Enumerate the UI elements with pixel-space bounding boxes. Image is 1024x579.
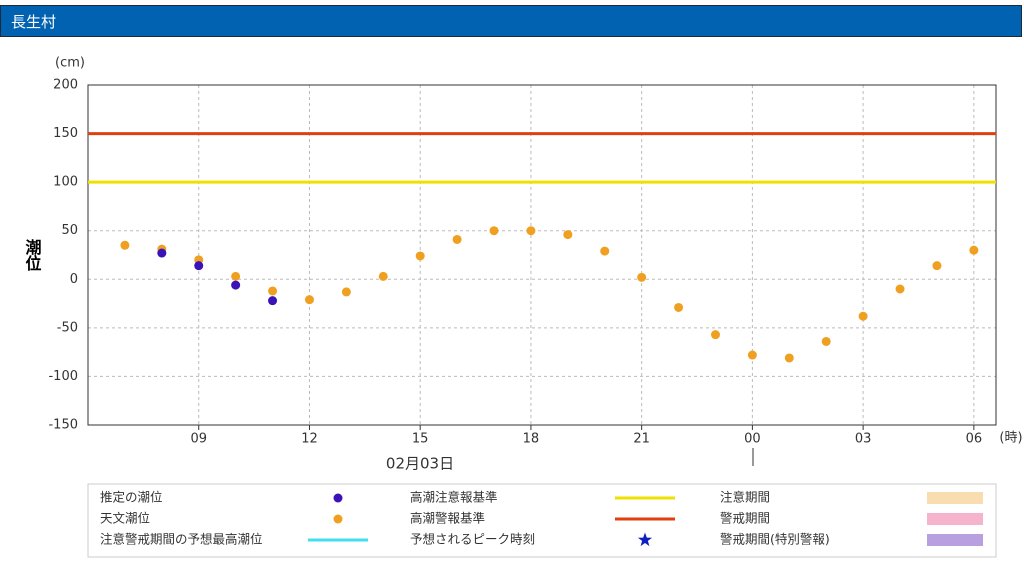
y-label: 潮位 — [23, 238, 42, 272]
x-tick-label: 09 — [190, 432, 207, 447]
legend-label: 注意警戒期間の予想最高潮位 — [100, 532, 263, 547]
x-tick-label: 00 — [744, 432, 761, 447]
data-point — [969, 245, 979, 255]
date-label: 02月03日 — [386, 455, 454, 473]
legend-symbol — [333, 493, 343, 503]
data-point — [415, 251, 425, 261]
x-tick-label: 06 — [966, 432, 983, 447]
data-point — [304, 295, 314, 305]
legend-symbol — [333, 514, 343, 524]
data-point — [637, 272, 647, 282]
data-point — [157, 248, 167, 258]
x-tick-label: 21 — [633, 432, 650, 447]
y-tick-label: -50 — [57, 320, 78, 335]
legend-label: 推定の潮位 — [100, 490, 163, 505]
legend-symbol — [927, 534, 983, 546]
data-point — [452, 234, 462, 244]
x-tick-label: 03 — [855, 432, 872, 447]
y-unit: (cm) — [55, 56, 85, 71]
data-point — [932, 261, 942, 271]
x-tick-label: 15 — [412, 432, 429, 447]
legend-label: 警戒期間 — [720, 511, 770, 526]
legend-label: 注意期間 — [720, 490, 770, 505]
y-tick-label: 0 — [70, 272, 78, 287]
y-tick-label: 150 — [53, 126, 78, 141]
data-point — [341, 287, 351, 297]
x-unit: (時) — [999, 431, 1022, 446]
data-point — [120, 240, 130, 250]
legend-label: 高潮警報基準 — [410, 511, 485, 526]
data-point — [268, 296, 278, 306]
header: 長生村 — [0, 5, 1022, 37]
x-tick-label: 12 — [301, 432, 318, 447]
data-point — [600, 246, 610, 256]
y-tick-label: 100 — [53, 175, 78, 190]
data-point — [563, 230, 573, 240]
data-point — [710, 330, 720, 340]
data-point — [821, 336, 831, 346]
data-point — [895, 284, 905, 294]
legend-symbol — [637, 532, 653, 547]
legend-label: 予想されるピーク時刻 — [410, 532, 535, 547]
data-point — [231, 271, 241, 281]
data-point — [489, 226, 499, 236]
legend-symbol — [927, 492, 983, 504]
legend-label: 警戒期間(特別警報) — [720, 532, 830, 547]
data-point — [378, 271, 388, 281]
legend-symbol — [927, 513, 983, 525]
legend-box — [87, 483, 997, 558]
plot-frame — [87, 84, 997, 426]
y-tick-label: 200 — [53, 78, 78, 93]
y-tick-label: -150 — [48, 418, 78, 433]
data-point — [268, 286, 278, 296]
legend-label: 高潮注意報基準 — [410, 490, 498, 505]
data-point — [858, 311, 868, 321]
x-tick-label: 18 — [523, 432, 540, 447]
data-point — [747, 350, 757, 360]
data-point — [674, 302, 684, 312]
y-tick-label: 50 — [61, 223, 78, 238]
data-point — [526, 226, 536, 236]
legend-label: 天文潮位 — [100, 511, 150, 526]
data-point — [231, 280, 241, 290]
data-point — [784, 353, 794, 363]
y-tick-label: -100 — [48, 369, 78, 384]
data-point — [194, 261, 204, 271]
